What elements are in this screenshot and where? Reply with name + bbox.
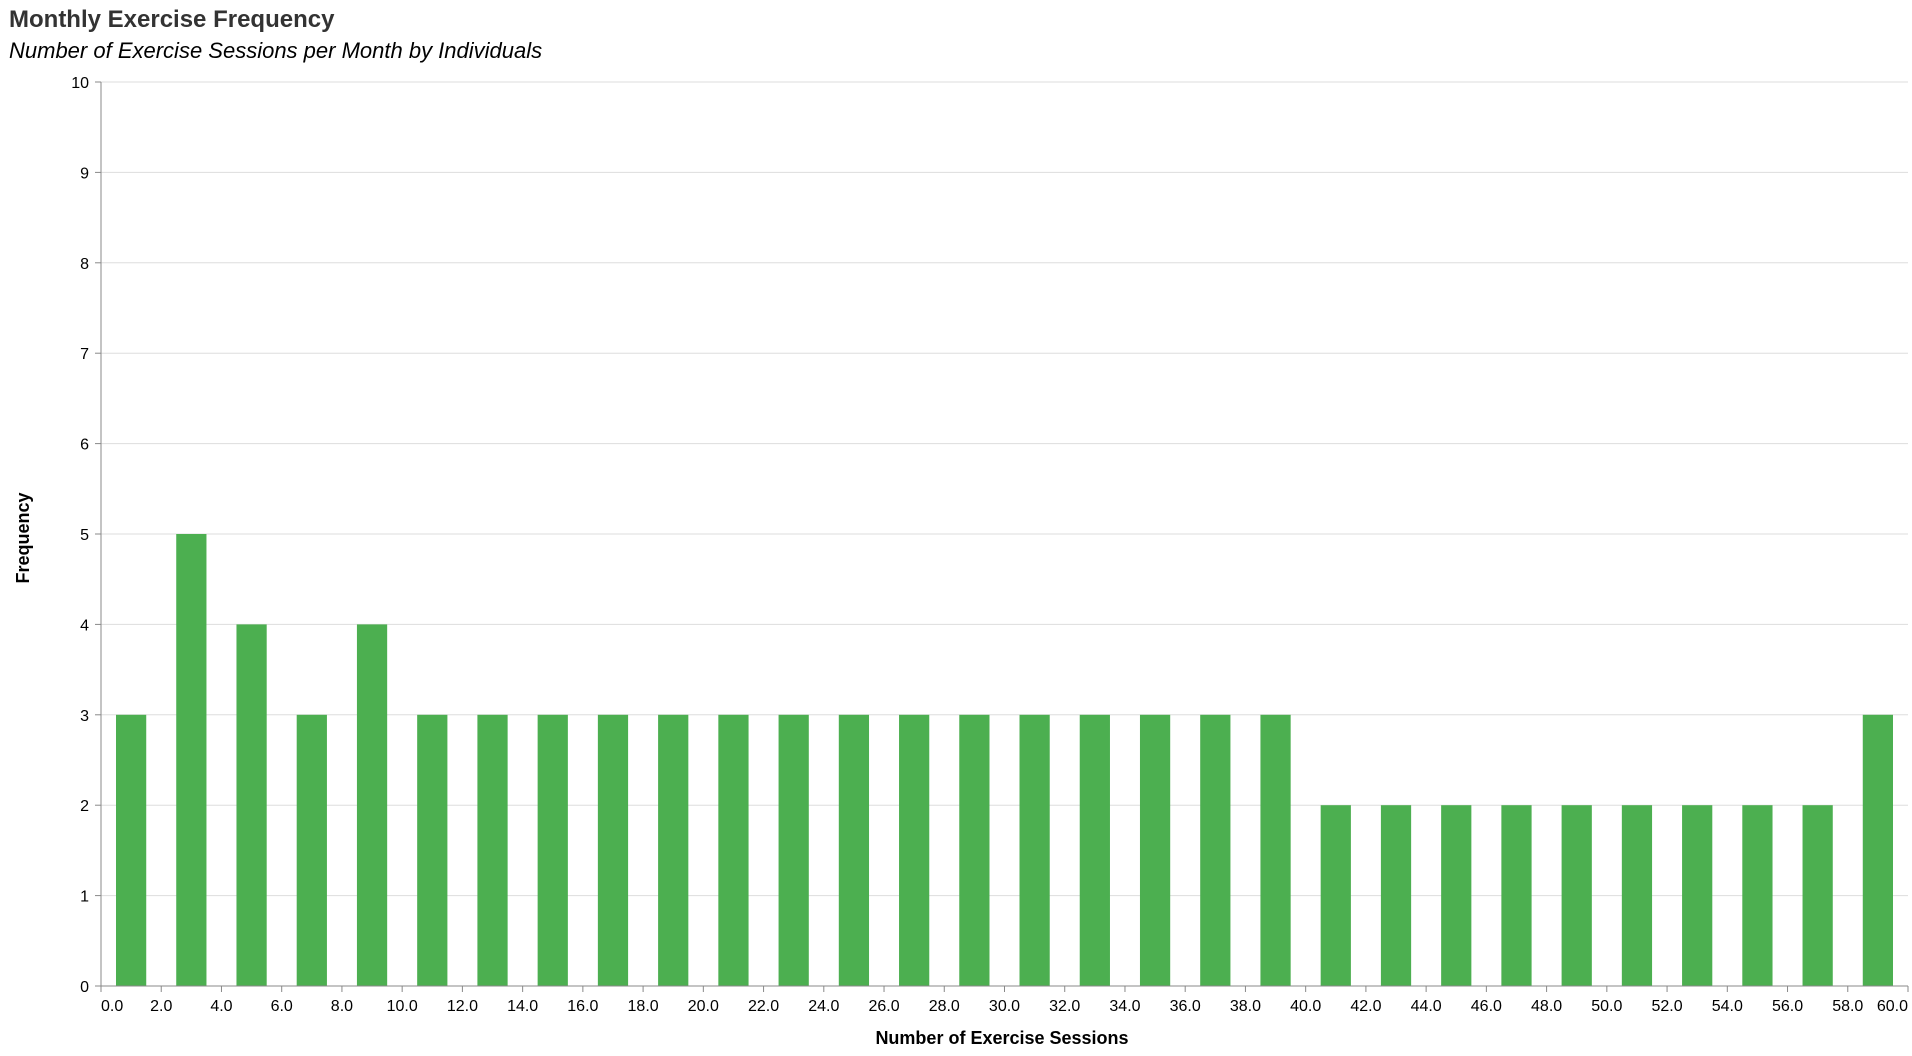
x-tick-label: 30.0 [989, 998, 1020, 1015]
x-tick-label: 24.0 [808, 998, 839, 1015]
bar [417, 714, 448, 986]
y-tick-label: 6 [80, 437, 89, 454]
bar [1260, 714, 1291, 986]
bar [1019, 714, 1050, 986]
bar [1501, 805, 1532, 986]
y-tick-label: 10 [71, 75, 89, 92]
x-tick-label: 14.0 [507, 998, 538, 1015]
x-tick-label: 6.0 [271, 998, 293, 1015]
bar [116, 714, 147, 986]
y-tick-label: 8 [80, 256, 89, 273]
bar [356, 624, 388, 986]
bar [1561, 805, 1592, 986]
y-tick-label: 2 [80, 798, 89, 815]
gridlines [101, 81, 1908, 987]
bar [296, 714, 327, 986]
bar [1742, 805, 1773, 986]
x-tick-label: 4.0 [210, 998, 232, 1015]
axes: 0 1 2 3 4 5 6 7 8 9 10 0.0 2.0 4.0 6.0 8.0 10.0 12.0 14.0 1… [71, 75, 1909, 1015]
x-tick-label: 38.0 [1230, 998, 1261, 1015]
x-tick-label: 44.0 [1411, 998, 1442, 1015]
bar [838, 714, 870, 986]
bar [1682, 805, 1713, 986]
x-tick-label: 20.0 [688, 998, 719, 1015]
x-tick-label: 2.0 [150, 998, 172, 1015]
bar [1621, 805, 1653, 986]
x-tick-label: 32.0 [1049, 998, 1080, 1015]
y-tick-label: 7 [80, 346, 89, 363]
bar [597, 714, 629, 986]
y-axis-title: Frequency [13, 492, 33, 583]
bar [176, 534, 207, 986]
bar [1079, 714, 1110, 986]
x-tick-label: 40.0 [1290, 998, 1321, 1015]
bars [116, 534, 1893, 986]
bar [1862, 714, 1893, 986]
x-tick-label: 26.0 [868, 998, 899, 1015]
x-axis-title: Number of Exercise Sessions [875, 1028, 1128, 1048]
x-tick-label: 56.0 [1772, 998, 1803, 1015]
x-tick-label: 22.0 [748, 998, 779, 1015]
bar [1441, 805, 1472, 986]
bar [899, 714, 930, 986]
x-tick-label: 58.0 [1832, 998, 1863, 1015]
x-tick-label: 42.0 [1350, 998, 1381, 1015]
bar [1320, 805, 1351, 986]
bar [1380, 805, 1412, 986]
y-tick-label: 1 [80, 889, 89, 906]
bar [236, 624, 267, 986]
bar [658, 714, 689, 986]
x-tick-label: 18.0 [628, 998, 659, 1015]
x-tick-label: 28.0 [929, 998, 960, 1015]
chart-title: Monthly Exercise Frequency [9, 6, 335, 33]
x-tick-label: 12.0 [447, 998, 478, 1015]
x-tick-label: 8.0 [331, 998, 353, 1015]
x-tick-label: 52.0 [1651, 998, 1682, 1015]
chart-subtitle: Number of Exercise Sessions per Month by… [9, 38, 543, 63]
x-tick-label: 36.0 [1170, 998, 1201, 1015]
bar [477, 714, 508, 986]
bar [1200, 714, 1231, 986]
bar [778, 714, 809, 986]
x-tick-label: 16.0 [567, 998, 598, 1015]
bar [718, 714, 749, 986]
x-tick-label: 54.0 [1712, 998, 1743, 1015]
x-tick-label: 34.0 [1109, 998, 1140, 1015]
y-tick-label: 0 [80, 979, 89, 996]
bar [1802, 805, 1833, 986]
x-tick-label: 50.0 [1591, 998, 1622, 1015]
y-tick-label: 9 [80, 165, 89, 182]
y-tick-label: 4 [80, 617, 89, 634]
bar [959, 714, 990, 986]
bar [1139, 714, 1171, 986]
bar [537, 714, 568, 986]
x-tick-label: 10.0 [387, 998, 418, 1015]
y-tick-label: 5 [80, 527, 89, 544]
x-tick-label: 60.0 [1877, 998, 1908, 1015]
y-tick-label: 3 [80, 708, 89, 725]
x-tick-label: 0.0 [101, 998, 123, 1015]
x-tick-label: 48.0 [1531, 998, 1562, 1015]
x-tick-label: 46.0 [1471, 998, 1502, 1015]
